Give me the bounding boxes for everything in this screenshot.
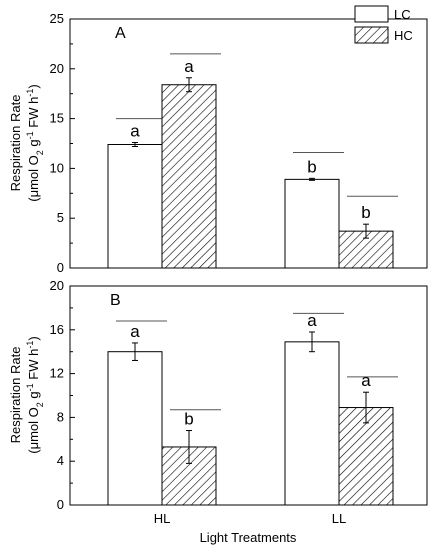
panel-b-ylabel: Respiration Rate (μmol O2 g-1 FW h-1): [8, 336, 45, 453]
panel-b-ytick-label: 20: [50, 278, 64, 293]
panel-b-ytick-label: 0: [57, 497, 64, 512]
legend-label-lc: LC: [394, 7, 411, 22]
panel-a-sig-letter: b: [307, 157, 316, 176]
panel-b-ytick-label: 16: [50, 322, 64, 337]
panel-b-ytick-label: 12: [50, 366, 64, 381]
panel-b-ytick-label: 8: [57, 409, 64, 424]
panel-a-ylabel: Respiration Rate (μmol O2 g-1 FW h-1): [8, 84, 45, 201]
panel-a: A 0 5 10 15 20 25 a b a b Respiration Rate (μmol …: [8, 11, 428, 275]
panel-b-bar-lc-hl: [107, 351, 163, 506]
panel-b-sig-letter: a: [307, 311, 317, 330]
panel-b-xtick-label: LL: [332, 511, 346, 526]
legend-swatch-lc: [354, 5, 389, 23]
panel-a-marks: 0 5 10 15 20 25 a b a b: [50, 11, 398, 275]
panel-a-bar-lc-hl: [107, 143, 163, 269]
panel-b-bar-hc-ll: [338, 407, 394, 506]
panel-b-ytick-label: 4: [57, 453, 64, 468]
panel-a-bar-hc-hl: [161, 84, 217, 269]
panel-a-ylabel-line1: Respiration Rate: [8, 95, 23, 192]
panel-b: B 0 4 8 12 16 20 HL LL a a b a Respiration Rate (μm…: [8, 278, 428, 545]
legend: LC HC: [354, 5, 413, 44]
panel-b-ylabel-line2: (μmol O2 g-1 FW h-1): [25, 336, 45, 453]
panel-b-sig-letter: a: [130, 322, 140, 341]
legend-label-hc: HC: [394, 28, 413, 43]
panel-a-sig-letter: b: [361, 203, 370, 222]
panel-b-xtick-label: HL: [154, 511, 171, 526]
panel-a-ytick-label: 0: [57, 260, 64, 275]
panel-b-marks: 0 4 8 12 16 20 HL LL a a b a: [50, 278, 398, 526]
panel-a-label: A: [115, 25, 126, 42]
panel-a-ytick-label: 15: [50, 111, 64, 126]
panel-a-ytick-label: 5: [57, 210, 64, 225]
legend-swatch-hc: [354, 26, 389, 44]
panel-b-label: B: [110, 292, 121, 309]
panel-a-ytick-label: 25: [50, 11, 64, 26]
panel-b-bar-lc-ll: [284, 341, 340, 506]
panel-a-sig-letter: a: [184, 57, 194, 76]
panel-a-ytick-label: 10: [50, 160, 64, 175]
panel-a-bar-lc-ll: [284, 178, 340, 269]
panel-a-ylabel-line2: (μmol O2 g-1 FW h-1): [25, 84, 45, 201]
panel-b-sig-letter: a: [361, 371, 371, 390]
panel-b-sig-letter: b: [184, 410, 193, 429]
panel-a-sig-letter: a: [130, 122, 140, 141]
panel-b-ylabel-line1: Respiration Rate: [8, 347, 23, 444]
panel-a-ytick-label: 20: [50, 61, 64, 76]
x-axis-title: Light Treatments: [200, 530, 297, 545]
